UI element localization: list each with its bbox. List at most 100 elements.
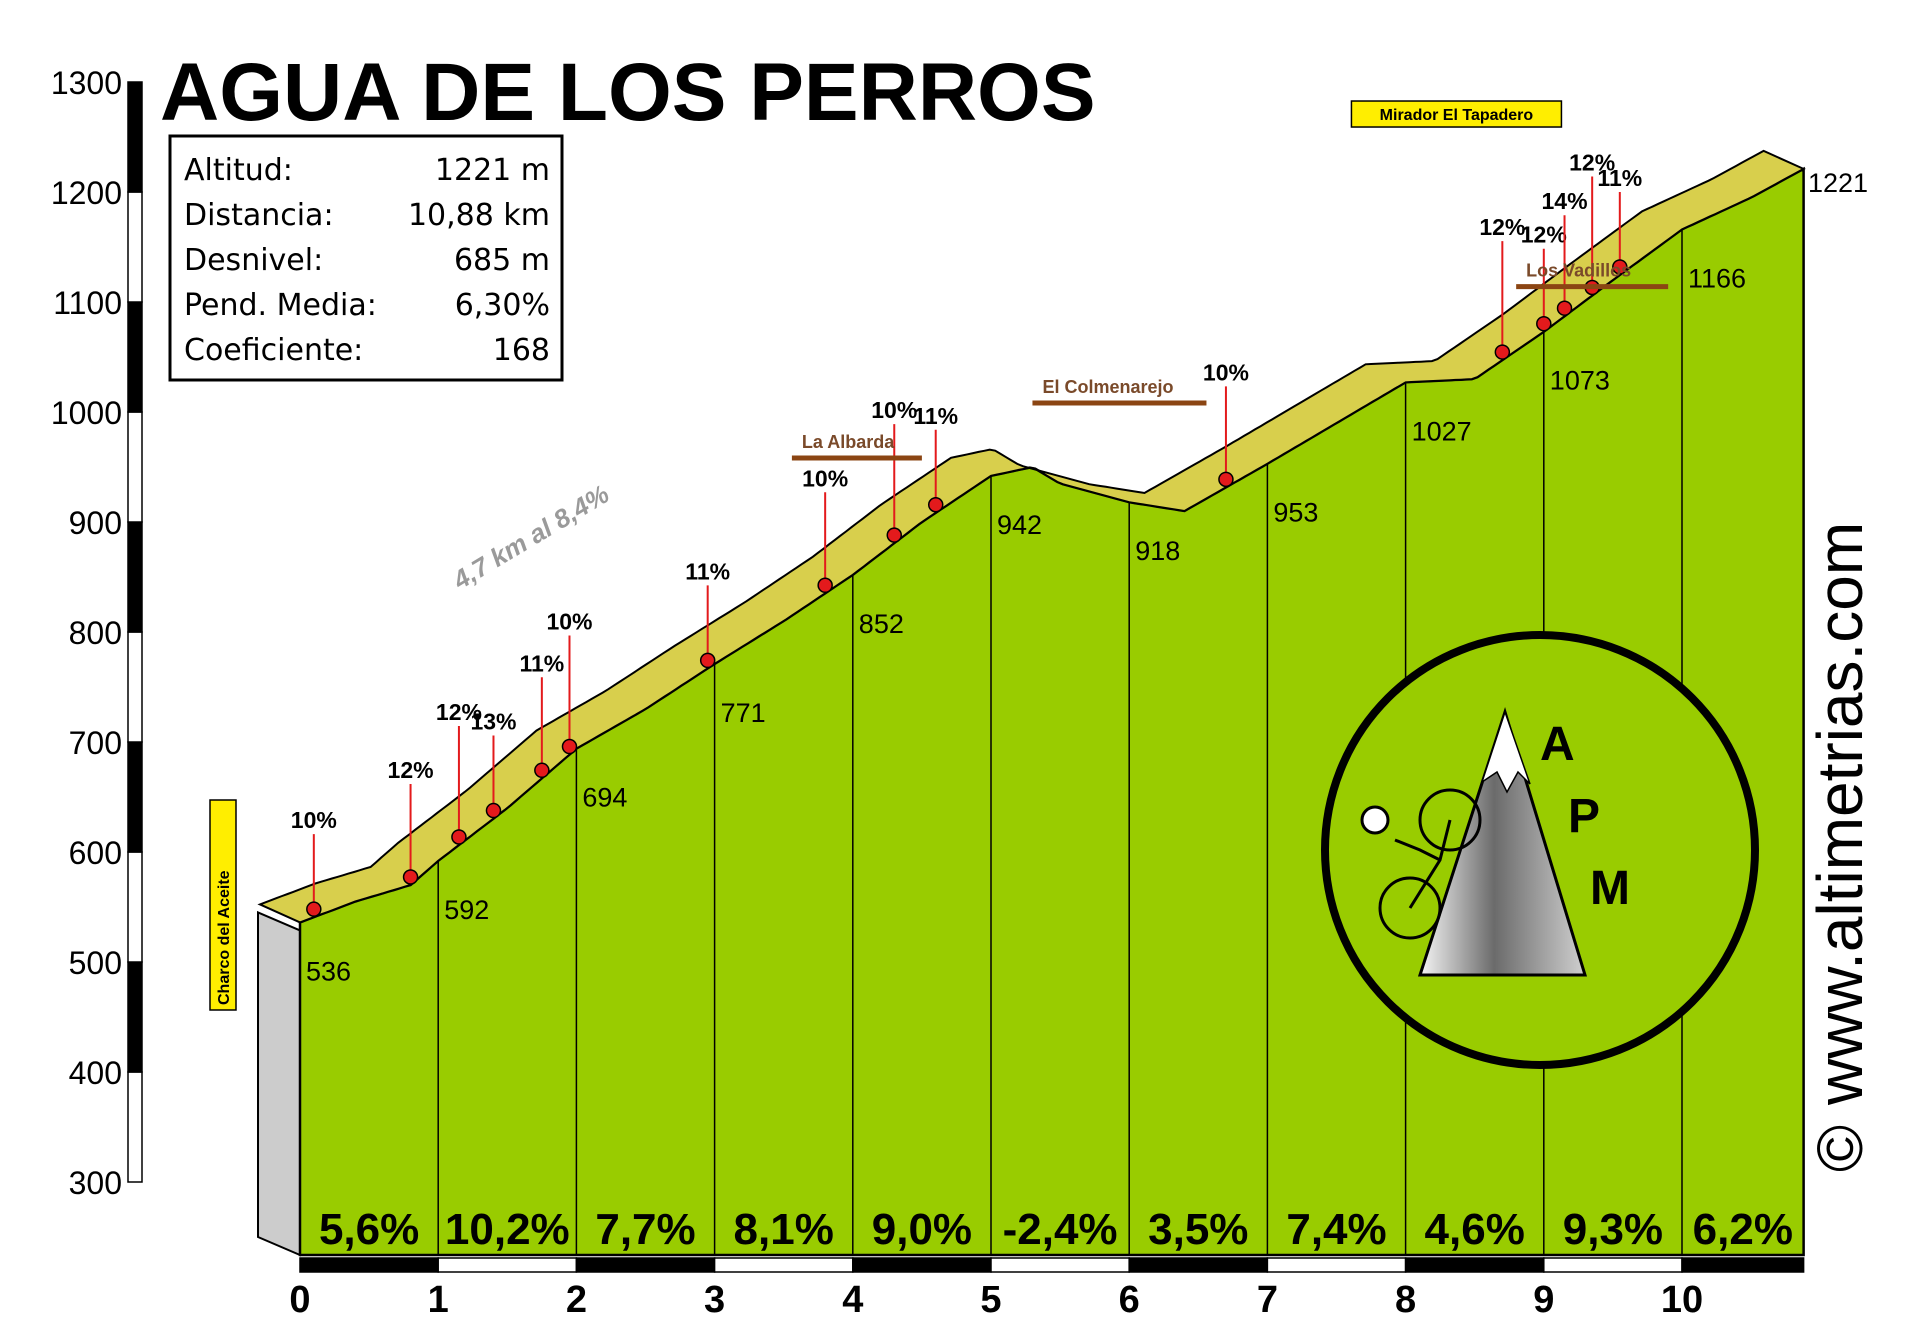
slope-marker-dot (306, 901, 322, 917)
km-elevation-label: 953 (1273, 498, 1318, 528)
km-elevation-label: 852 (859, 609, 904, 639)
y-ruler-segment (127, 631, 143, 743)
slope-marker-label: 11% (913, 403, 958, 429)
x-ruler-segment (1266, 1257, 1407, 1273)
x-ruler-segment (1543, 1257, 1683, 1273)
copyright-symbol: © (1804, 1125, 1876, 1172)
slope-marker-label: 10% (291, 807, 337, 833)
x-ruler-segment (990, 1257, 1130, 1273)
logo-letter-m: M (1590, 862, 1630, 915)
stat-label: Altitud: (184, 153, 293, 188)
y-ruler-segment (127, 1071, 143, 1183)
km-gradient-label: 10,2% (445, 1205, 570, 1254)
y-ruler-segment (127, 191, 143, 303)
y-tick-label: 1000 (51, 395, 122, 431)
km-gradient-label: 9,3% (1563, 1205, 1663, 1254)
slope-marker-label: 13% (470, 709, 516, 735)
cyclist-icon (1360, 788, 1482, 940)
slope-marker-label: 10% (546, 609, 592, 635)
y-ruler-segment (127, 411, 143, 523)
x-tick-label: 7 (1257, 1279, 1278, 1321)
profile-side-face (257, 910, 301, 1257)
km-elevation-label: 1166 (1688, 263, 1746, 293)
slope-marker-dot (927, 497, 944, 513)
y-tick-label: 700 (69, 725, 122, 761)
x-tick-label: 3 (704, 1279, 725, 1321)
x-tick-label: 2 (566, 1279, 587, 1321)
slope-marker-dot (1536, 315, 1552, 332)
km-gradient-label: -2,4% (1003, 1205, 1118, 1254)
slope-marker-label: 10% (871, 397, 917, 423)
place-tag-box (1350, 100, 1563, 128)
km-gradient-label: 5,6% (319, 1205, 419, 1254)
y-tick-label: 800 (69, 615, 122, 651)
y-tick-label: 500 (69, 945, 122, 981)
km-gradient-label: 4,6% (1425, 1205, 1525, 1254)
km-elevation-label: 592 (444, 895, 489, 925)
y-axis: 300 400 500 600 700 800 900 1000 1100 1200 1300 (51, 65, 143, 1201)
slope-marker-dot (451, 829, 467, 845)
slope-marker-dot (561, 738, 578, 755)
km-elevation-label: 771 (721, 698, 766, 728)
stat-value: 685 m (454, 243, 550, 278)
place-label: La Albarda (802, 432, 895, 452)
x-tick-label: 1 (428, 1279, 449, 1321)
km-elevation-label: 1027 (1412, 416, 1472, 446)
km-gradient-label: 9,0% (872, 1205, 972, 1254)
stat-label: Distancia: (184, 198, 334, 233)
stat-value: 168 (493, 333, 550, 368)
slope-marker-dot (1218, 471, 1234, 488)
slope-marker-label: 12% (1521, 222, 1567, 248)
km-gradient-label: 7,7% (595, 1205, 695, 1254)
mountain-icon (1417, 706, 1588, 977)
slope-marker-dot (1494, 344, 1511, 360)
slope-marker-dot (1612, 259, 1628, 275)
slope-marker-dot (402, 869, 419, 885)
x-ruler-segment (299, 1257, 439, 1273)
slope-marker-label: 12% (436, 699, 482, 725)
logo-letter-a: A (1540, 718, 1575, 771)
slope-marker-dot (886, 527, 903, 543)
stat-value: 6,30% (455, 288, 550, 323)
km-elevation-label: 1073 (1550, 366, 1610, 396)
slope-marker-dot (485, 802, 502, 819)
end-elevation-label: 1221 (1808, 168, 1868, 198)
start-label: Charco del Aceite (209, 799, 237, 1011)
x-ruler-segment (713, 1257, 854, 1273)
x-tick-label: 10 (1661, 1279, 1703, 1321)
y-ruler-segment (127, 81, 143, 193)
website-label: www.altimetrias.com (1804, 522, 1876, 1106)
slope-marker-dot (817, 577, 833, 594)
slope-marker-label: 12% (1479, 214, 1525, 240)
start-label-text: Charco del Aceite (216, 870, 233, 1005)
km-elevation-label: 536 (306, 956, 351, 986)
y-tick-label: 900 (69, 505, 122, 541)
slope-marker-dot (699, 652, 716, 669)
km-elevation-label: 942 (997, 510, 1042, 540)
stats-frame (168, 134, 564, 382)
climb-annotation: 4,7 km al 8,4% (447, 479, 614, 596)
y-tick-label: 600 (69, 835, 122, 871)
x-axis: 0 1 2 3 4 5 6 7 8 9 10 (289, 1257, 1805, 1321)
x-tick-label: 6 (1119, 1279, 1140, 1321)
y-ruler-segment (127, 961, 143, 1073)
place-label: Los Vadillos (1526, 261, 1631, 281)
y-tick-label: 1300 (51, 65, 122, 101)
slope-marker-label: 11% (685, 558, 730, 584)
stat-value: 10,88 km (408, 198, 550, 233)
road-band (257, 149, 1806, 924)
x-tick-label: 8 (1395, 1279, 1416, 1321)
x-ruler-segment (1128, 1257, 1269, 1273)
slope-marker-dot (534, 762, 550, 779)
x-tick-label: 9 (1533, 1279, 1554, 1321)
x-ruler-segment (575, 1257, 716, 1273)
y-tick-label: 1100 (53, 285, 122, 321)
x-ruler-segment (437, 1257, 578, 1273)
x-tick-label: 0 (289, 1279, 310, 1321)
place-label: El Colmenarejo (1042, 377, 1173, 397)
km-gradient-label: 3,5% (1148, 1205, 1248, 1254)
x-ruler-segment (852, 1257, 992, 1273)
km-gradient-label: 6,2% (1693, 1205, 1793, 1254)
stat-label: Pend. Media: (184, 288, 377, 323)
apm-logo: A P M (1321, 631, 1759, 1069)
